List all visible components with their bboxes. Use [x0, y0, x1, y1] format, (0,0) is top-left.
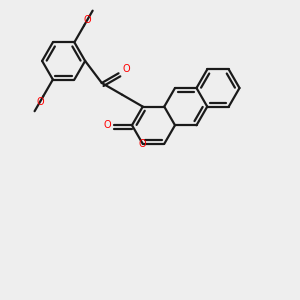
Text: O: O	[139, 139, 147, 149]
Text: O: O	[36, 97, 44, 106]
Text: O: O	[122, 64, 130, 74]
Text: O: O	[103, 120, 111, 130]
Text: O: O	[83, 15, 91, 26]
